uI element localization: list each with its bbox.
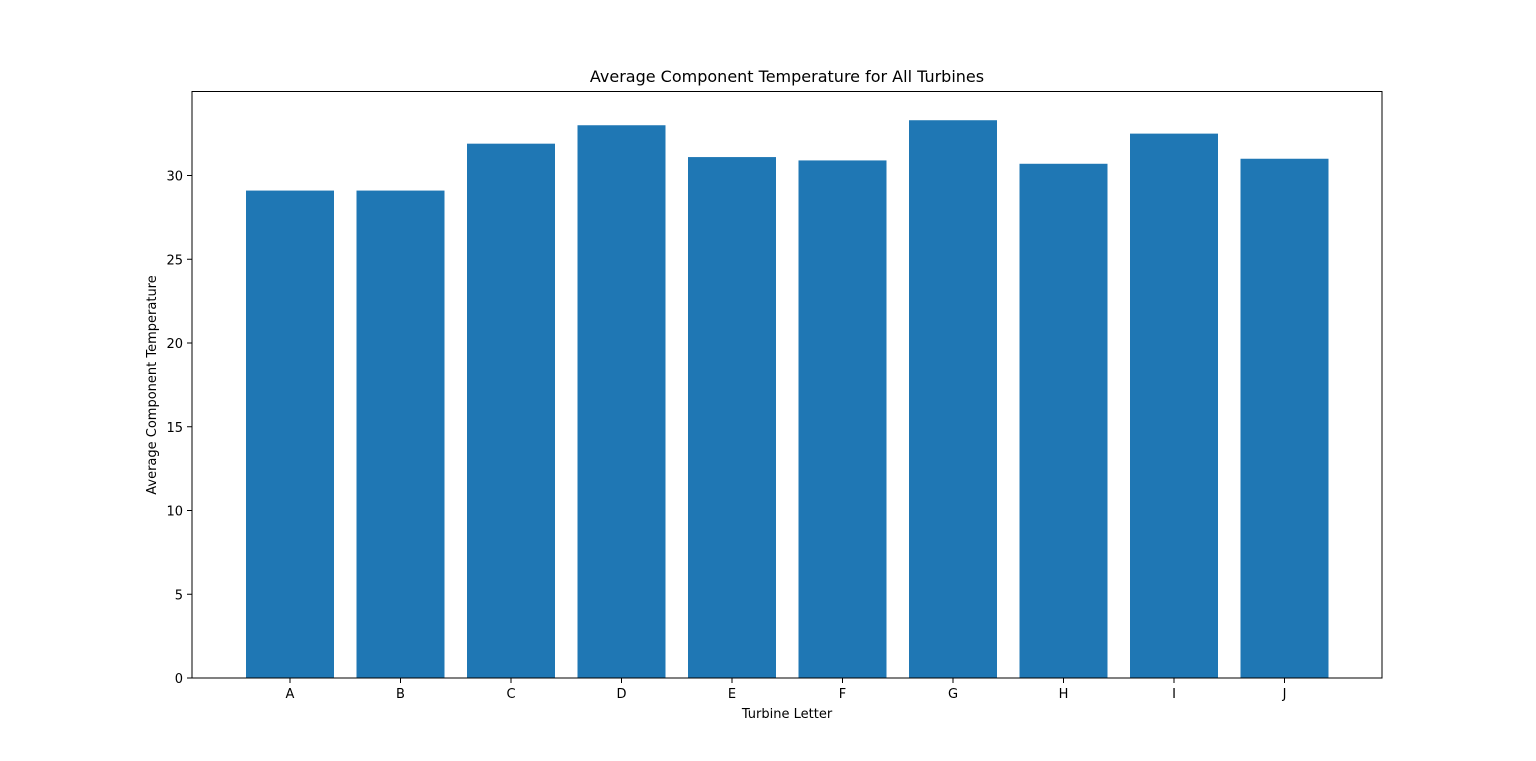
x-tick-label-A: A — [286, 687, 295, 702]
y-axis-label: Average Component Temperature — [145, 275, 160, 494]
y-tick-label-20: 20 — [166, 337, 183, 352]
y-axis-ticks: 0 5 10 15 20 25 30 — [166, 170, 192, 687]
x-tick-label-J: J — [1282, 687, 1287, 702]
x-axis-ticks: A B C D E F G H I J — [286, 678, 1287, 702]
x-tick-label-E: E — [728, 687, 736, 702]
x-tick-label-F: F — [839, 687, 846, 702]
bar-D — [577, 125, 666, 678]
bar-E — [688, 157, 776, 678]
y-tick-label-15: 15 — [166, 421, 183, 436]
x-tick-label-G: G — [948, 687, 958, 702]
y-tick-label-10: 10 — [166, 505, 183, 520]
x-axis-label: Turbine Letter — [741, 707, 833, 722]
bar-I — [1130, 133, 1218, 678]
x-tick-label-B: B — [396, 687, 405, 702]
x-tick-label-D: D — [616, 687, 626, 702]
bar-A — [246, 190, 334, 678]
chart-title: Average Component Temperature for All Tu… — [590, 67, 984, 86]
x-tick-label-I: I — [1172, 687, 1176, 702]
bar-J — [1240, 158, 1329, 678]
plot-area-frame — [191, 91, 1383, 679]
bars-group — [246, 120, 1329, 679]
y-tick-label-0: 0 — [175, 672, 183, 687]
bar-C — [467, 143, 555, 679]
bar-B — [356, 190, 445, 678]
y-tick-label-5: 5 — [175, 588, 183, 603]
x-tick-label-H: H — [1059, 687, 1069, 702]
bar-G — [909, 120, 997, 679]
x-tick-label-C: C — [506, 687, 515, 702]
bar-H — [1019, 163, 1108, 678]
y-tick-label-30: 30 — [166, 170, 183, 185]
bar-F — [798, 160, 887, 679]
y-tick-label-25: 25 — [166, 253, 183, 268]
